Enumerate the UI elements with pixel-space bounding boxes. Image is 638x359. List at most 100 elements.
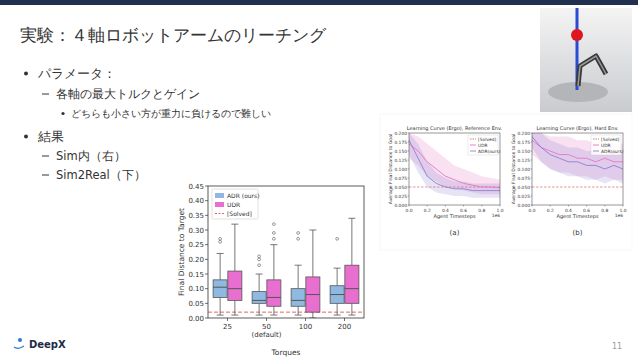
legend-swatch: [593, 139, 599, 140]
y-tick-label: 0.25: [188, 241, 204, 249]
plot-area: [532, 133, 623, 187]
line: [409, 140, 500, 190]
median: [330, 294, 344, 295]
bullet: パラメータ：: [24, 66, 116, 81]
x-tick-label-line: (default): [251, 331, 281, 339]
y-tick-label: 0.050: [394, 185, 407, 190]
image-bg: [540, 8, 632, 112]
y-tick: [205, 186, 208, 187]
background: [0, 0, 638, 359]
line: [532, 187, 623, 188]
x-axis-label: Torques: [271, 348, 301, 357]
outlier: [272, 223, 275, 226]
y-tick: [205, 230, 208, 231]
box-body: [213, 280, 227, 298]
outlier: [219, 237, 222, 240]
x-axis-label: Agent Timesteps: [433, 213, 475, 220]
bullet-text: Sim2Real（下）: [56, 168, 146, 182]
whisker: [234, 224, 235, 271]
y-tick-label: 0.175: [517, 140, 530, 145]
bullet-text: 結果: [37, 129, 64, 144]
bullet-text: どちらも小さい方が重力に負けるので難しい: [71, 108, 271, 119]
x-tick-label: 0.6: [460, 208, 467, 213]
x-tick-label: 0.2: [424, 208, 431, 213]
x-tick-label: 0.0: [529, 208, 536, 213]
legend: ADR (ours)UDR[Solved]: [212, 189, 260, 219]
x-tick-label: 0.4: [565, 208, 572, 213]
box: [267, 223, 281, 315]
box: [213, 237, 227, 315]
whisker: [220, 253, 221, 279]
whisker-cap: [256, 274, 263, 275]
outlier: [258, 258, 261, 261]
logo: DeepX: [29, 339, 66, 350]
y-axis-label: Final Distance to Target: [177, 208, 186, 296]
y-tick-label: 0.200: [394, 131, 407, 136]
whisker-cap: [348, 218, 355, 219]
x-tick-label: 200: [338, 323, 351, 331]
plot-frame: [208, 186, 364, 318]
bullet: 各軸の最大トルクとゲイン: [42, 87, 200, 101]
legend-swatch: [215, 213, 224, 214]
whisker: [312, 312, 313, 318]
y-tick-label: 0.20: [188, 256, 204, 264]
whisker-cap: [334, 268, 341, 269]
legend-swatch: [593, 151, 599, 152]
outlier: [272, 232, 275, 235]
x-tick-label: 0.8: [601, 208, 608, 213]
x-tick-label: 25: [223, 323, 232, 331]
bullet-dash: [42, 156, 49, 157]
bullet-dot: [24, 135, 28, 139]
line: [532, 137, 623, 169]
x-tick-label: 100: [299, 323, 312, 331]
box-body: [291, 289, 305, 307]
y-tick-label: 0.125: [517, 158, 530, 163]
x-tick-label: 0.4: [442, 208, 449, 213]
legend: [Solved]UDRADR(ours): [591, 135, 624, 155]
legend-label: ADR(ours): [601, 149, 624, 154]
y-tick: [205, 215, 208, 216]
legend: [Solved]UDRADR(ours): [468, 135, 501, 155]
bullet-dot: [61, 112, 64, 115]
legend-label: [Solved]: [478, 137, 496, 142]
bullet: 結果: [24, 129, 64, 144]
whisker: [259, 303, 260, 315]
x-tick-label: 0.2: [547, 208, 554, 213]
bullet-dot: [24, 72, 28, 76]
box-chart: 0.000.050.100.150.200.250.300.350.400.45…: [168, 180, 372, 358]
legend-swatch: [215, 202, 224, 207]
median: [267, 297, 281, 298]
line: [409, 144, 500, 188]
legend-swatch: [215, 193, 224, 198]
caption: (a): [450, 229, 460, 237]
x-tick-label: 0.0: [406, 208, 413, 213]
whisker-cap: [231, 315, 238, 316]
whisker: [259, 274, 260, 292]
y-tick: [205, 318, 208, 319]
x-axis-label: Agent Timesteps: [556, 213, 598, 220]
legend-label: [Solved]: [601, 137, 619, 142]
y-tick: [205, 244, 208, 245]
x-tick-label: 1.0: [497, 208, 504, 213]
target-ball: [571, 29, 583, 41]
learning-curves: Learning Curve (Ergo), Reference Env.0.0…: [380, 114, 632, 250]
plot-area: [208, 218, 364, 318]
y-tick-label: 0.05: [188, 300, 204, 308]
whisker: [298, 265, 299, 288]
chart-title: Learning Curve (Ergo), Hard Env.: [536, 125, 619, 132]
y-tick: [205, 259, 208, 260]
slide: 実験：４軸ロボットアームのリーチングパラメータ： 各軸の最大トルクとゲインどちらも…: [0, 0, 638, 359]
whisker-cap: [309, 230, 316, 231]
line-chart: Learning Curve (Ergo), Hard Env.0.0000.0…: [511, 125, 627, 237]
bullet-text: パラメータ：: [37, 66, 116, 81]
median: [228, 288, 242, 289]
outlier: [336, 237, 339, 240]
box-body: [330, 286, 344, 304]
outlier: [297, 232, 300, 235]
x-tick: [227, 318, 228, 321]
y-tick-label: 0.40: [188, 197, 204, 205]
x-tick-label: 0.8: [478, 208, 485, 213]
slide-title: 実験：４軸ロボットアームのリーチング: [20, 25, 327, 45]
box: [228, 224, 242, 315]
band: [532, 133, 623, 183]
